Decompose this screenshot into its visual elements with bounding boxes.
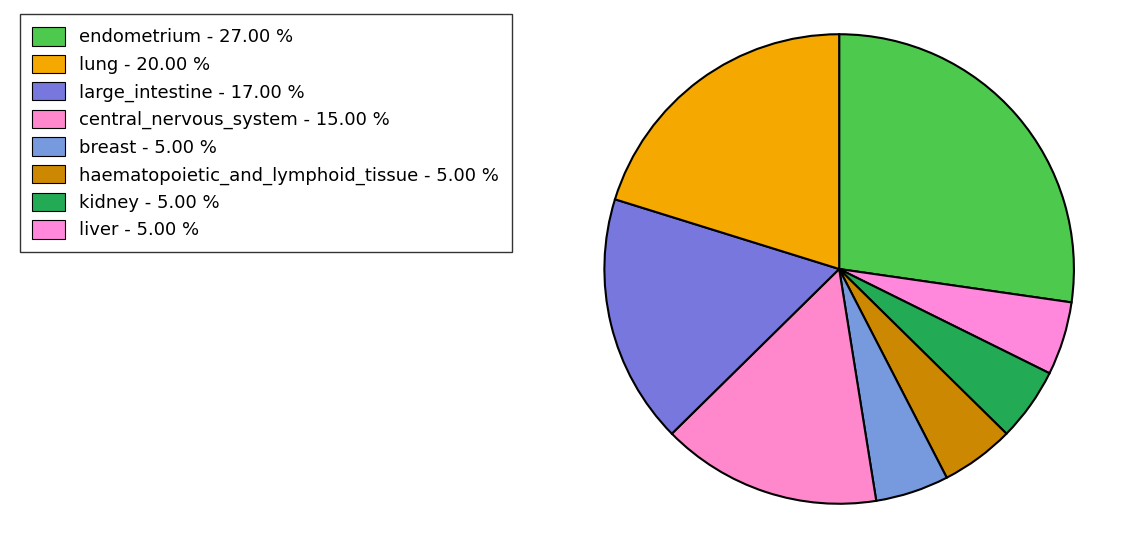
Wedge shape [839, 269, 1072, 373]
Wedge shape [839, 269, 947, 501]
Wedge shape [839, 269, 1049, 434]
Legend: endometrium - 27.00 %, lung - 20.00 %, large_intestine - 17.00 %, central_nervou: endometrium - 27.00 %, lung - 20.00 %, l… [19, 15, 511, 252]
Wedge shape [615, 34, 839, 269]
Wedge shape [839, 34, 1074, 302]
Wedge shape [604, 199, 839, 434]
Wedge shape [671, 269, 877, 504]
Wedge shape [839, 269, 1007, 478]
